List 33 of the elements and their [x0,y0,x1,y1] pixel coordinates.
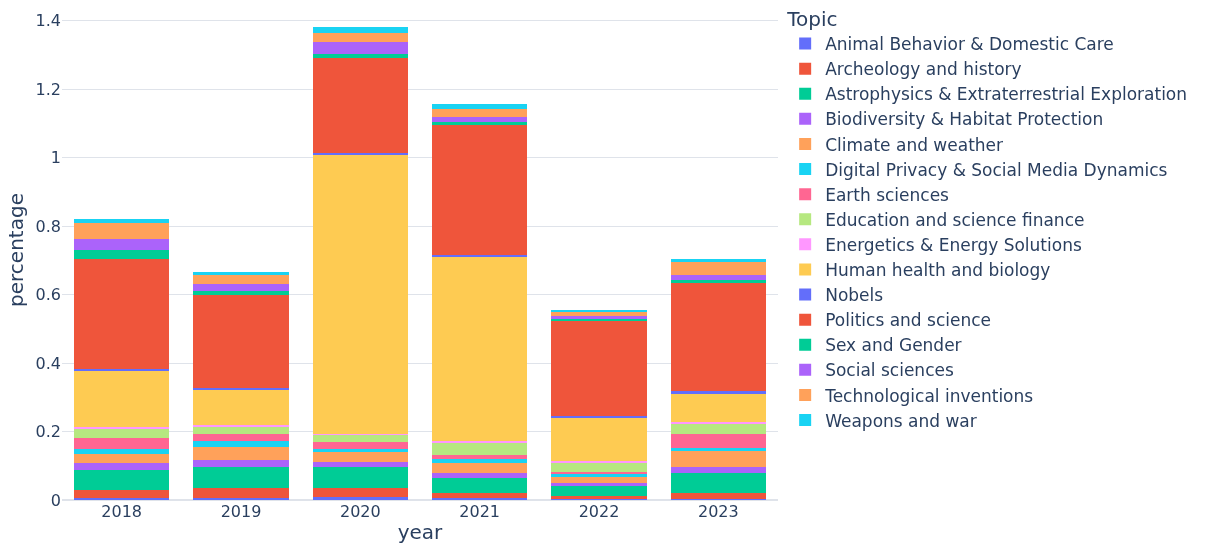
legend-label: Education and science finance [825,209,1085,230]
y-tick-label: 0.2 [35,422,61,442]
x-tick-label: 2021 [459,502,501,521]
x-tick-label: 2023 [697,502,739,521]
legend-title: Topic [786,7,838,31]
x-tick-label: 2020 [339,502,381,521]
legend-label: Human health and biology [825,260,1051,281]
legend-label: Energetics & Energy Solutions [825,234,1082,255]
y-axis-title: percentage [4,193,29,307]
legend-label: Nobels [825,285,884,306]
legend-label: Astrophysics & Extraterrestrial Exploration [825,84,1188,105]
legend-label: Climate and weather [825,134,1004,155]
y-tick-label: 1 [50,148,61,168]
y-tick-label: 0 [50,490,61,510]
legend-label: Weapons and war [825,410,977,431]
y-tick-label: 1.4 [35,11,61,31]
x-tick-label: 2018 [101,502,143,521]
legend-label: Archeology and history [825,59,1022,80]
y-tick-label: 0.4 [35,353,61,373]
legend-label: Earth sciences [825,184,950,205]
legend-label: Animal Behavior & Domestic Care [825,34,1114,55]
legend-label: Digital Privacy & Social Media Dynamics [825,159,1168,180]
legend-label: Social sciences [825,360,954,381]
x-axis-title: year [397,519,444,544]
legend-label: Biodiversity & Habitat Protection [825,109,1104,130]
x-tick-label: 2022 [578,502,620,521]
legend-label: Sex and Gender [825,335,962,356]
y-tick-label: 1.2 [35,79,61,99]
y-tick-label: 0.6 [35,285,61,305]
y-tick-label: 0.8 [35,216,61,236]
legend-label: Technological inventions [824,385,1034,406]
x-tick-label: 2019 [220,502,262,521]
legend-label: Politics and science [825,310,991,331]
